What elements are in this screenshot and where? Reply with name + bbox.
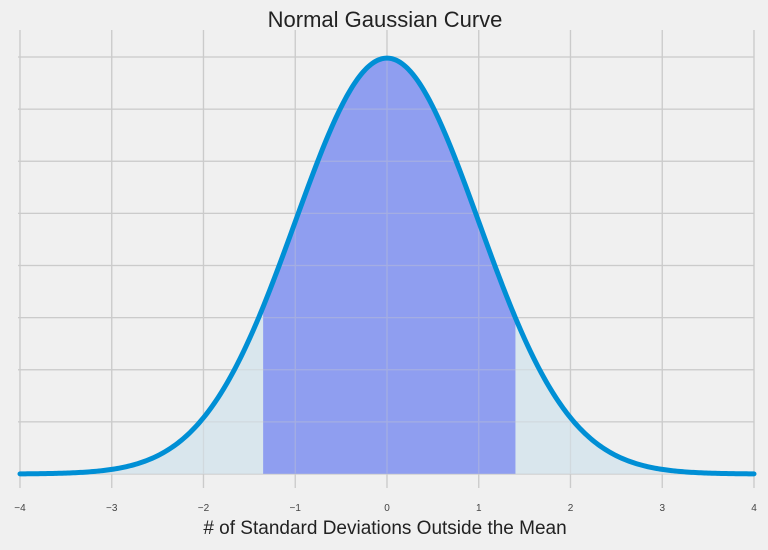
x-tick-label: 1 <box>476 503 482 514</box>
gaussian-curve-line <box>17 55 757 477</box>
x-tick-label: −2 <box>198 503 210 514</box>
x-tick-label: 4 <box>751 503 757 514</box>
grid-overlay <box>18 30 755 488</box>
x-tick-label: −3 <box>106 503 118 514</box>
x-tick-label: −4 <box>14 503 26 514</box>
chart-title: Normal Gaussian Curve <box>268 7 503 32</box>
x-tick-label: 2 <box>568 503 574 514</box>
highlighted-area-fill <box>263 58 516 474</box>
x-tick-label: 3 <box>659 503 665 514</box>
x-tick-labels: −4 −3 −2 −1 0 1 2 3 4 <box>14 503 757 514</box>
x-axis-label: # of Standard Deviations Outside the Mea… <box>203 518 566 539</box>
x-tick-label: 0 <box>384 503 390 514</box>
x-tick-label: −1 <box>290 503 302 514</box>
